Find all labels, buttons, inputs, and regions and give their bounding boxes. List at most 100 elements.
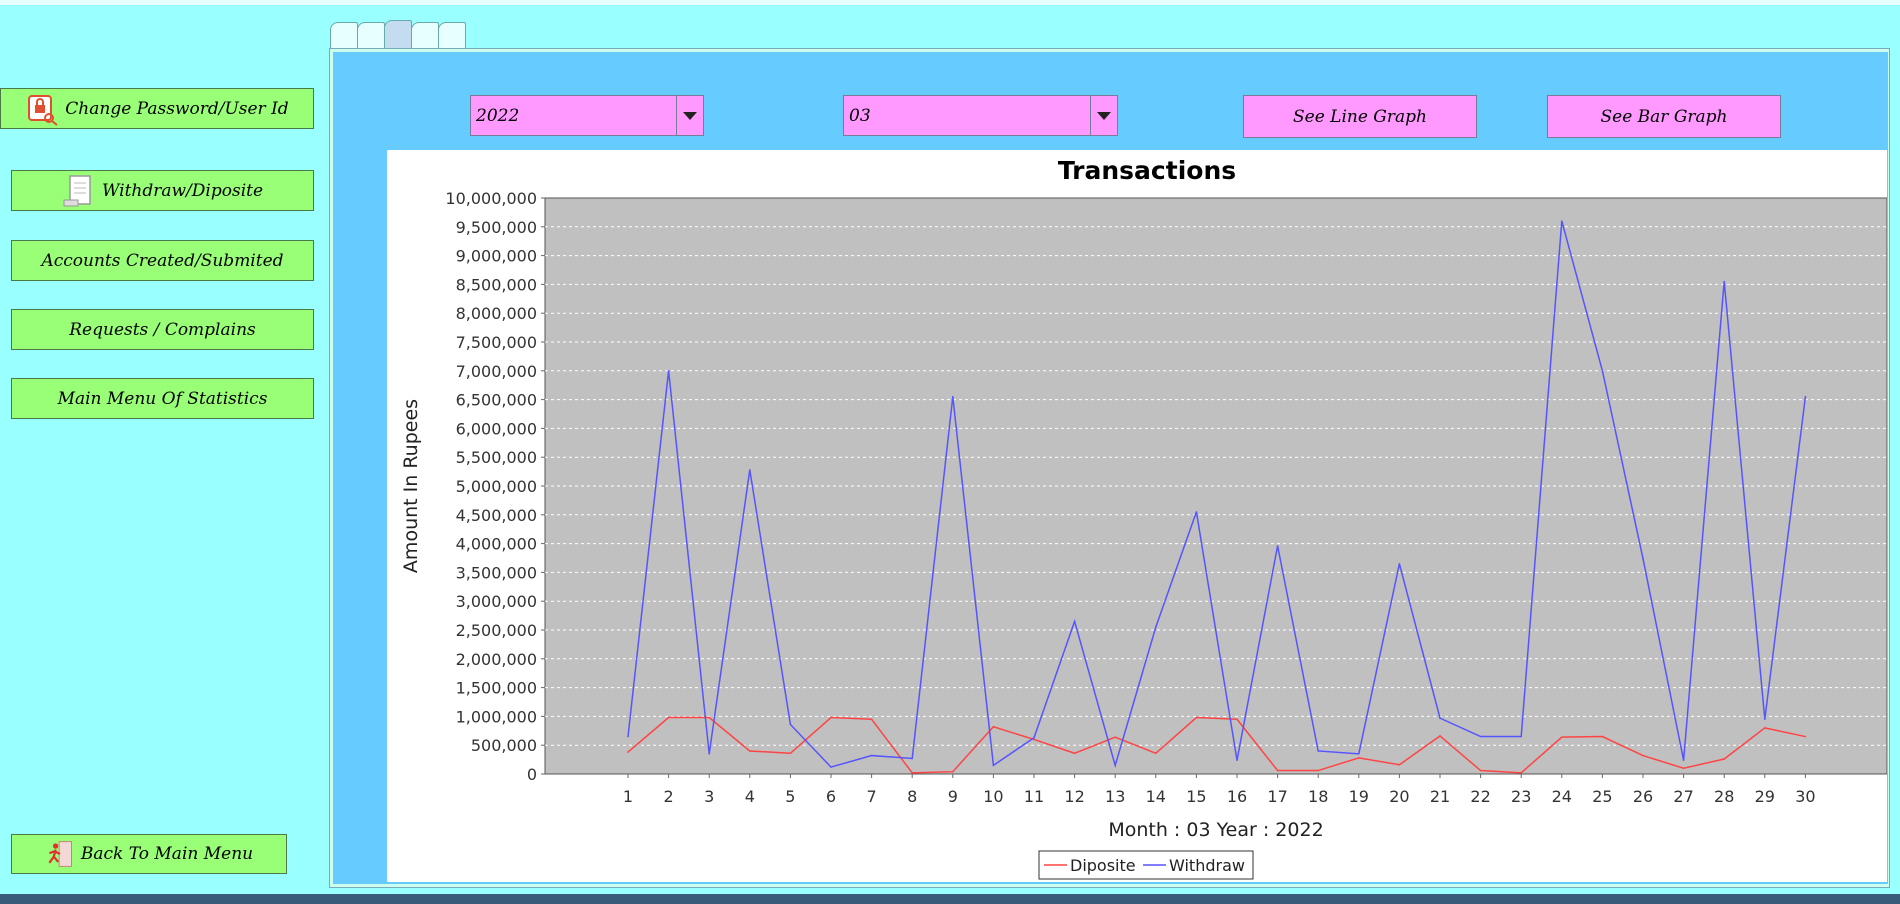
see-line-graph-button[interactable]: See Line Graph <box>1243 95 1477 138</box>
y-tick-label: 10,000,000 <box>445 189 537 208</box>
data-point-diposite <box>1114 736 1116 738</box>
x-tick-label: 24 <box>1552 787 1572 806</box>
data-point-withdraw <box>1723 280 1725 283</box>
main-menu-statistics-button[interactable]: Main Menu Of Statistics <box>11 378 314 419</box>
data-point-withdraw <box>830 766 832 768</box>
y-tick-label: 7,000,000 <box>456 362 537 381</box>
data-point-diposite <box>1520 772 1522 774</box>
y-tick-label: 4,000,000 <box>456 535 537 554</box>
data-point-diposite <box>1601 735 1604 738</box>
x-tick-label: 20 <box>1389 787 1409 806</box>
tab-2[interactable] <box>357 22 385 48</box>
data-point-withdraw <box>992 764 995 767</box>
y-tick-label: 8,000,000 <box>456 304 537 323</box>
year-select[interactable]: 2022 <box>470 95 704 136</box>
data-point-withdraw <box>749 469 751 471</box>
data-point-diposite <box>1033 738 1035 741</box>
document-icon <box>63 174 91 206</box>
x-tick-label: 14 <box>1146 787 1166 806</box>
x-tick-label: 7 <box>867 787 877 806</box>
x-tick-label: 15 <box>1186 787 1206 806</box>
data-point-diposite <box>1236 718 1238 721</box>
y-tick-label: 500,000 <box>471 736 537 755</box>
tab-5[interactable] <box>438 22 466 48</box>
data-point-withdraw <box>1764 718 1766 721</box>
data-point-withdraw <box>1276 545 1279 547</box>
x-tick-label: 19 <box>1349 787 1369 806</box>
data-point-diposite <box>830 716 832 719</box>
data-point-diposite <box>1804 735 1807 738</box>
x-axis-label: Month : 03 Year : 2022 <box>1108 819 1323 841</box>
data-point-withdraw <box>1155 626 1157 628</box>
data-point-diposite <box>1073 752 1076 755</box>
y-tick-label: 8,500,000 <box>456 275 537 294</box>
transactions-line-chart: Transactions 0 500,000 1,000,000 1,500,000 2… <box>400 156 1888 880</box>
y-tick-label: 3,000,000 <box>456 592 537 611</box>
x-tick-label: 8 <box>907 787 917 806</box>
x-tick-label: 11 <box>1024 787 1044 806</box>
x-tick-label: 10 <box>983 787 1003 806</box>
legend: Diposite Withdraw <box>1038 850 1254 880</box>
data-point-diposite <box>870 718 873 721</box>
x-tick-label: 17 <box>1267 787 1287 806</box>
series-line-diposite <box>627 716 1806 774</box>
back-to-main-menu-button[interactable]: Back To Main Menu <box>11 834 287 874</box>
data-point-withdraw <box>1114 764 1116 767</box>
data-point-withdraw <box>789 723 792 726</box>
data-point-withdraw <box>1520 735 1522 738</box>
tab-3[interactable] <box>384 20 412 48</box>
window-bottom-edge <box>0 894 1900 904</box>
data-point-withdraw <box>708 753 710 755</box>
data-point-withdraw <box>1195 511 1198 513</box>
x-tick-label: 5 <box>785 787 795 806</box>
tab-4[interactable] <box>411 22 439 48</box>
data-point-diposite <box>627 751 629 753</box>
withdraw-deposite-button[interactable]: Withdraw/Diposite <box>11 170 314 211</box>
y-tick-label: 9,000,000 <box>456 247 537 266</box>
tab-1[interactable] <box>330 22 358 48</box>
data-point-diposite <box>1479 769 1482 772</box>
change-password-button[interactable]: Change Password/User Id <box>0 88 314 129</box>
change-password-label: Change Password/User Id <box>65 98 289 119</box>
chevron-down-icon[interactable] <box>1090 96 1117 135</box>
y-tick-label: 2,000,000 <box>456 650 537 669</box>
month-select[interactable]: 03 <box>843 95 1118 136</box>
withdraw-deposite-label: Withdraw/Diposite <box>101 180 264 201</box>
data-point-diposite <box>952 770 954 773</box>
y-tick-label: 5,000,000 <box>456 477 537 496</box>
data-point-withdraw <box>952 395 954 398</box>
data-point-withdraw <box>1033 736 1035 739</box>
see-bar-graph-button[interactable]: See Bar Graph <box>1547 95 1781 138</box>
x-tick-label: 6 <box>826 787 836 806</box>
chart-title: Transactions <box>1058 156 1236 185</box>
x-tick-label: 21 <box>1430 787 1450 806</box>
data-point-withdraw <box>1236 759 1238 761</box>
lock-key-icon <box>28 94 58 126</box>
x-tick-label: 4 <box>745 787 755 806</box>
data-point-withdraw <box>1317 750 1319 752</box>
series-line-withdraw <box>627 220 1807 769</box>
data-point-withdraw <box>1642 557 1644 560</box>
legend-diposite: Diposite <box>1070 856 1136 875</box>
y-tick-label: 4,500,000 <box>456 506 537 525</box>
requests-complains-button[interactable]: Requests / Complains <box>11 309 314 350</box>
data-point-diposite <box>749 750 751 752</box>
accounts-created-button[interactable]: Accounts Created/Submited <box>11 240 314 281</box>
see-line-graph-label: See Line Graph <box>1293 106 1427 127</box>
data-point-withdraw <box>1073 620 1076 623</box>
chevron-down-icon[interactable] <box>676 96 703 135</box>
data-point-diposite <box>1723 758 1725 760</box>
x-tick-label: 13 <box>1105 787 1125 806</box>
exit-runner-icon <box>48 841 72 867</box>
data-point-withdraw <box>667 370 670 372</box>
data-point-diposite <box>667 716 670 719</box>
legend-withdraw: Withdraw <box>1169 856 1245 875</box>
data-point-withdraw <box>870 754 873 757</box>
year-select-value: 2022 <box>476 106 520 126</box>
data-point-diposite <box>992 725 995 728</box>
data-point-diposite <box>1642 754 1644 757</box>
x-tick-label: 1 <box>623 787 633 806</box>
x-tick-label: 29 <box>1755 787 1775 806</box>
data-point-withdraw <box>1439 717 1441 719</box>
month-select-value: 03 <box>849 106 871 126</box>
